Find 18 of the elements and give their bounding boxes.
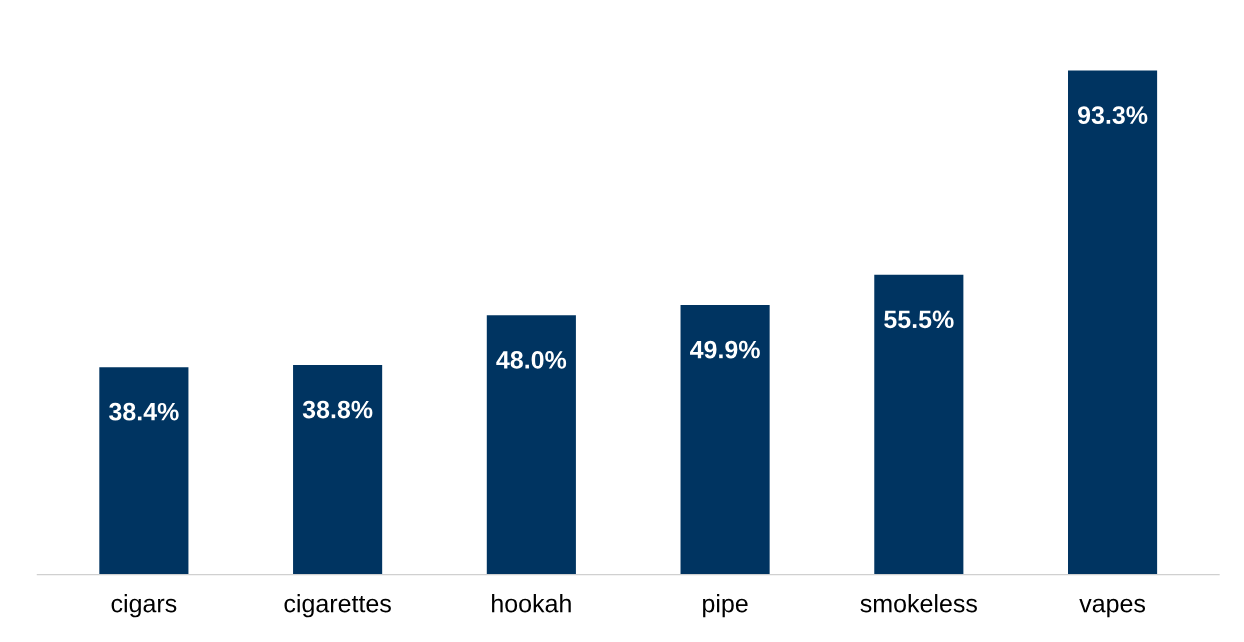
bar	[293, 365, 383, 575]
bar	[486, 315, 576, 575]
x-tick-label: hookah	[492, 594, 571, 613]
x-tick-label: smokeless	[860, 594, 977, 613]
data-label: 93.3%	[1077, 106, 1148, 125]
x-tick-label: vapes	[1079, 598, 1146, 618]
x-tick-label: pipe	[703, 594, 748, 618]
bar	[874, 274, 964, 575]
data-label: 55.5%	[884, 310, 954, 329]
bar	[1068, 70, 1158, 575]
bar	[99, 367, 189, 575]
bar	[680, 305, 770, 575]
data-label: 38.8%	[302, 400, 373, 419]
x-tick-label: cigarettes	[284, 594, 391, 618]
x-tick-label: cigars	[111, 594, 177, 618]
data-label: 49.9%	[690, 340, 760, 359]
data-label: 48.0%	[496, 350, 567, 369]
data-label: 38.4%	[109, 402, 179, 421]
